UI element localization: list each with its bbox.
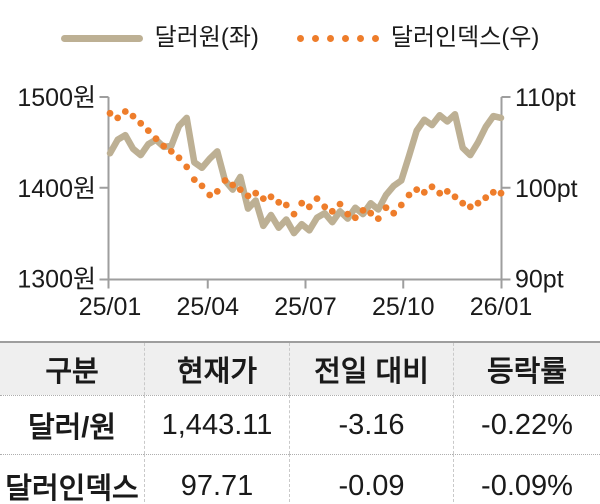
svg-text:25/01: 25/01 xyxy=(79,293,142,321)
svg-text:100pt: 100pt xyxy=(515,175,578,203)
col-header-price: 현재가 xyxy=(144,343,289,395)
row-label-dollar-won: 달러/원 xyxy=(0,395,144,454)
legend-label-dollar-won: 달러원(좌) xyxy=(154,24,259,51)
svg-text:90pt: 90pt xyxy=(515,266,564,294)
svg-text:25/10: 25/10 xyxy=(372,293,435,321)
svg-text:1400원: 1400원 xyxy=(17,175,96,203)
svg-text:26/01: 26/01 xyxy=(470,293,533,321)
col-header-category: 구분 xyxy=(0,343,144,395)
dollar-won-pct: -0.22% xyxy=(453,395,600,454)
col-header-change: 전일 대비 xyxy=(289,343,453,395)
svg-text:1500원: 1500원 xyxy=(17,84,96,112)
svg-text:1300원: 1300원 xyxy=(17,266,96,294)
col-header-pct: 등락률 xyxy=(453,343,600,395)
dollar-won-change: -3.16 xyxy=(289,395,453,454)
legend-label-dollar-index: 달러인덱스(우) xyxy=(390,24,540,51)
svg-text:25/07: 25/07 xyxy=(274,293,337,321)
dollar-index-change: -0.09 xyxy=(289,454,453,504)
legend-item-dollar-index: 달러인덱스(우) xyxy=(296,24,540,51)
index-dots-swatch-icon xyxy=(296,34,379,42)
row-label-dollar-index: 달러인덱스 xyxy=(0,454,144,504)
dollar-index-pct: -0.09% xyxy=(453,454,600,504)
legend-item-dollar-won: 달러원(좌) xyxy=(60,24,259,51)
won-line-swatch-icon xyxy=(60,34,143,42)
dollar-index-price: 97.71 xyxy=(144,454,289,504)
dollar-won-price: 1,443.11 xyxy=(144,395,289,454)
svg-text:110pt: 110pt xyxy=(515,84,576,112)
fx-line-chart: 1500원 1400원 1300원 110pt 100pt 90pt 25/01 25/04 2… xyxy=(17,84,578,321)
fx-quote-table: 구분 현재가 전일 대비 등락률 달러/원 1,443.11 -3.16 -0.… xyxy=(0,341,600,504)
svg-text:25/04: 25/04 xyxy=(176,293,239,321)
chart-legend: 달러원(좌) 달러인덱스(우) xyxy=(0,22,600,54)
